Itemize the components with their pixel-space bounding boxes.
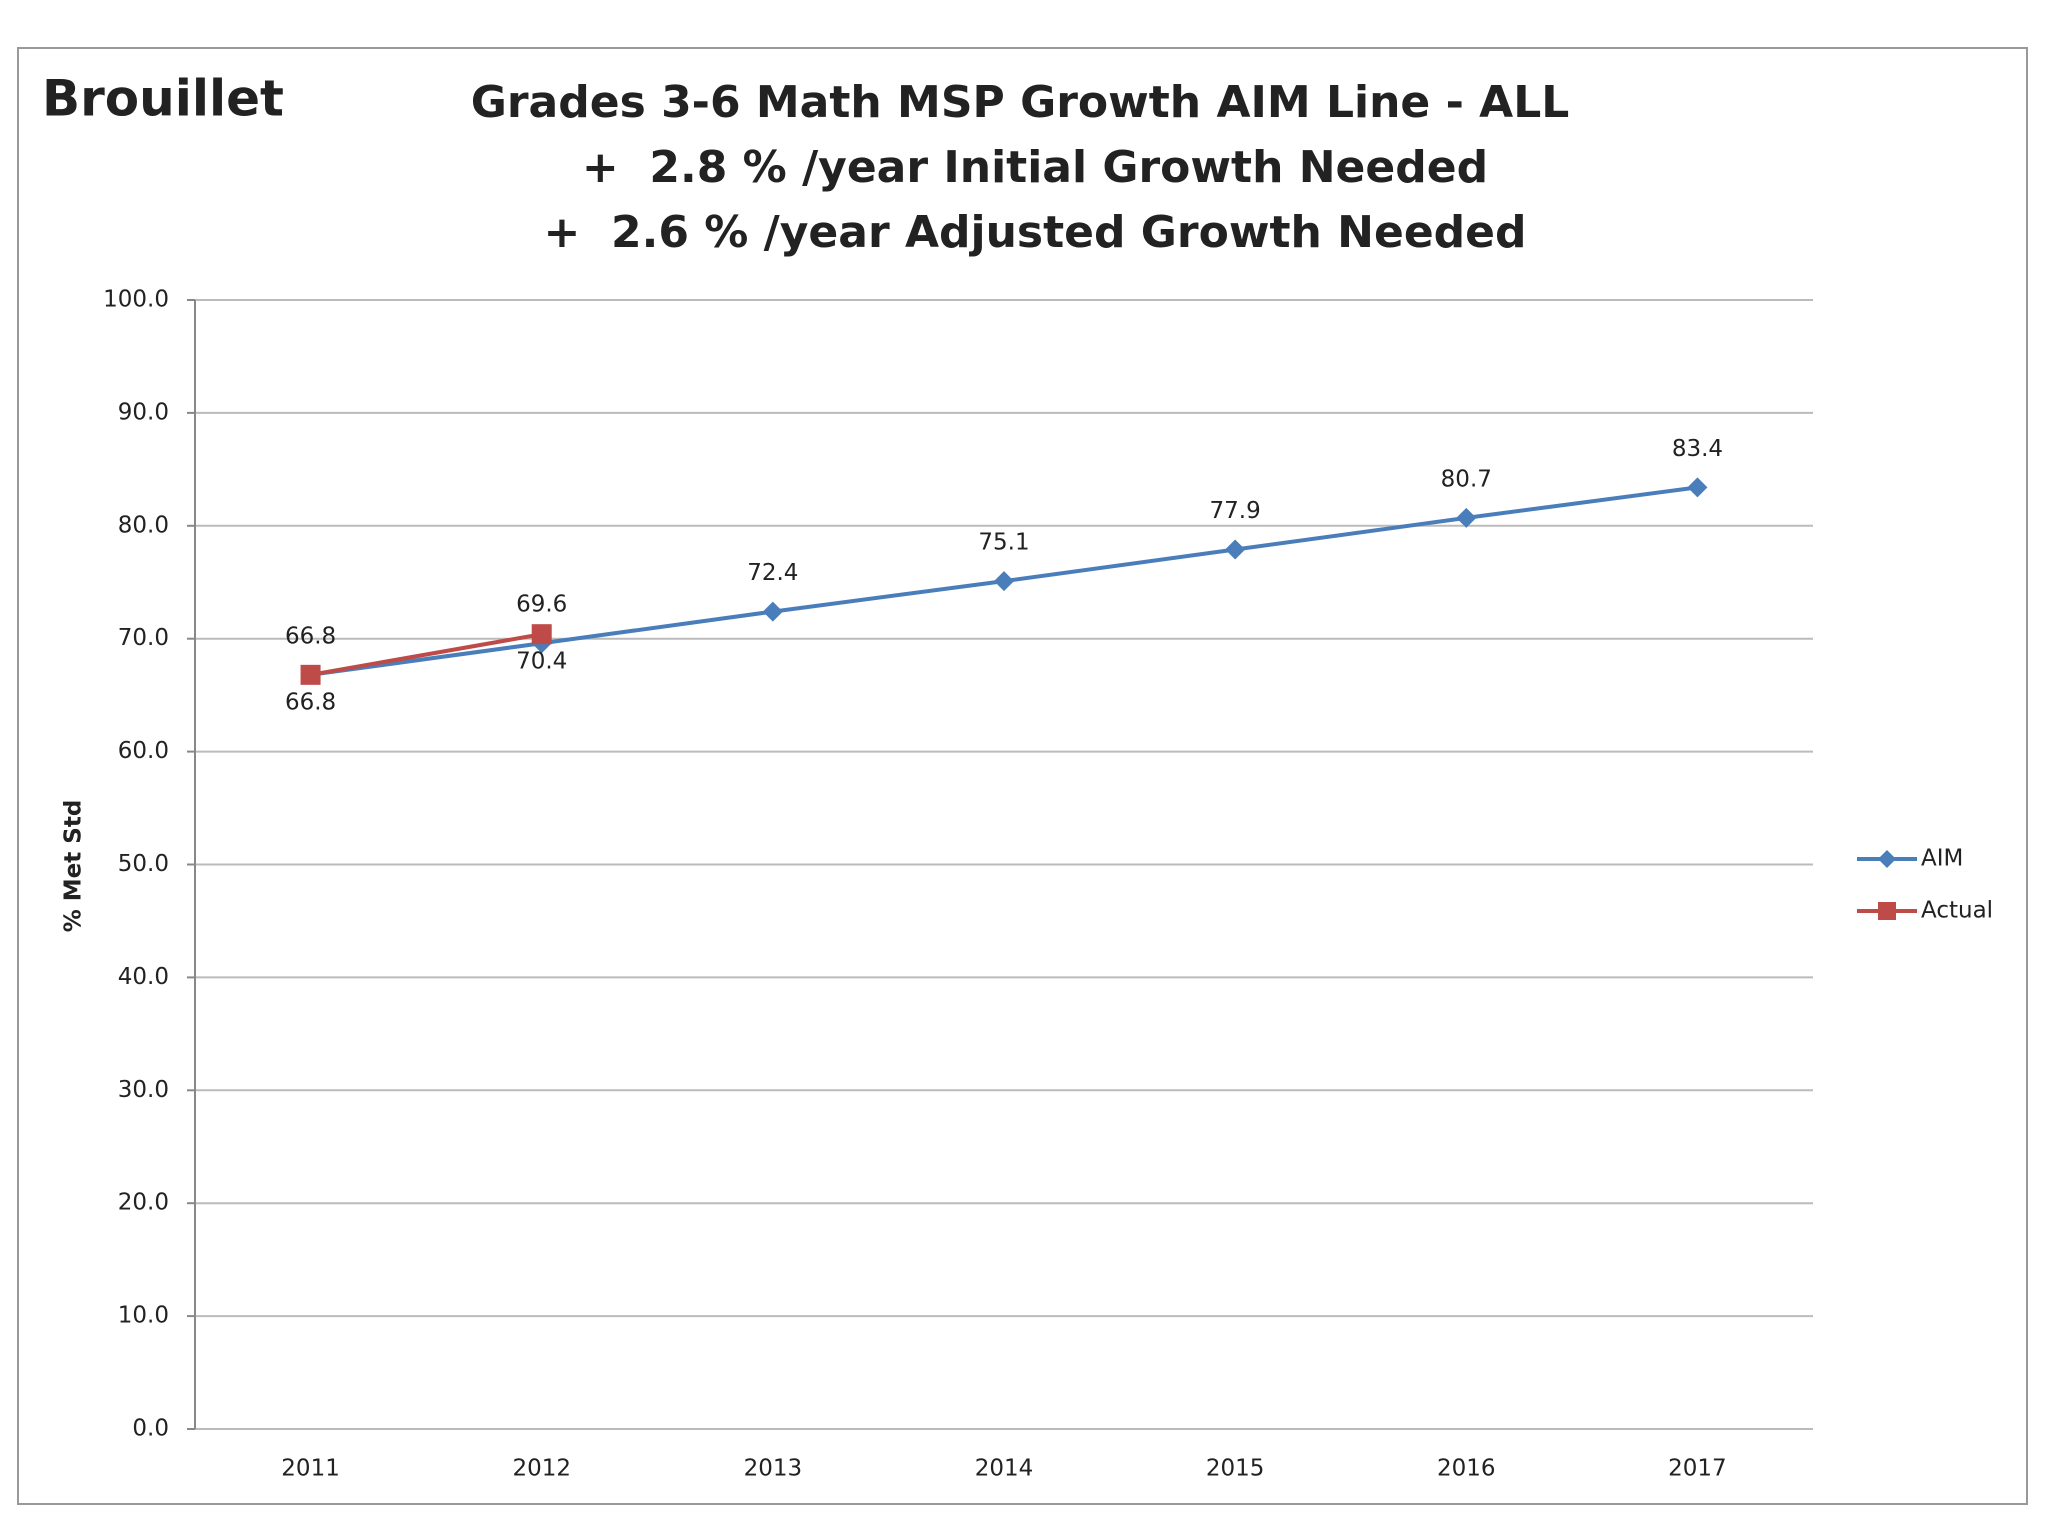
data-label: 72.4 bbox=[747, 560, 798, 586]
y-tick-label: 100.0 bbox=[103, 287, 169, 313]
data-label: 66.8 bbox=[285, 689, 336, 715]
x-tick-label: 2015 bbox=[1206, 1456, 1265, 1482]
y-tick-label: 60.0 bbox=[118, 738, 169, 764]
x-tick-label: 2013 bbox=[744, 1456, 803, 1482]
chart-subtitle: + 2.8 % /year Initial Growth Needed bbox=[582, 142, 1488, 193]
y-tick-label: 50.0 bbox=[118, 851, 169, 877]
y-tick-label: 10.0 bbox=[118, 1303, 169, 1329]
x-tick-label: 2016 bbox=[1437, 1456, 1496, 1482]
point-marker bbox=[1878, 902, 1896, 920]
point-marker bbox=[1225, 539, 1246, 560]
legend-label: AIM bbox=[1921, 846, 1963, 872]
y-tick-label: 20.0 bbox=[118, 1190, 169, 1216]
chart-subtitle: + 2.6 % /year Adjusted Growth Needed bbox=[543, 207, 1526, 258]
data-label: 66.8 bbox=[285, 623, 336, 649]
legend-label: Actual bbox=[1921, 898, 1993, 924]
point-marker bbox=[994, 571, 1014, 592]
x-tick-label: 2017 bbox=[1668, 1456, 1727, 1482]
data-label: 69.6 bbox=[516, 592, 567, 618]
y-axis-label: % Met Std bbox=[61, 800, 87, 933]
point-marker bbox=[1456, 507, 1477, 528]
point-marker bbox=[1687, 477, 1708, 498]
data-label: 75.1 bbox=[978, 530, 1029, 556]
y-tick-label: 80.0 bbox=[118, 512, 169, 538]
series-line bbox=[310, 632, 543, 677]
data-label: 83.4 bbox=[1672, 436, 1723, 462]
x-tick-label: 2014 bbox=[975, 1456, 1034, 1482]
y-tick-label: 40.0 bbox=[118, 964, 169, 990]
point-marker bbox=[531, 624, 552, 645]
corner-title: Brouillet bbox=[42, 70, 284, 128]
data-label: 70.4 bbox=[516, 649, 567, 675]
y-tick-label: 30.0 bbox=[118, 1077, 169, 1103]
chart-border bbox=[17, 47, 2028, 1505]
point-marker bbox=[762, 601, 783, 622]
chart-title: Grades 3-6 Math MSP Growth AIM Line - AL… bbox=[471, 77, 1570, 128]
data-label: 80.7 bbox=[1441, 466, 1492, 492]
data-label: 77.9 bbox=[1210, 498, 1261, 524]
y-tick-label: 70.0 bbox=[118, 625, 169, 651]
x-tick-label: 2012 bbox=[512, 1456, 571, 1482]
y-tick-label: 90.0 bbox=[118, 399, 169, 425]
point-marker bbox=[300, 664, 321, 685]
point-marker bbox=[1878, 850, 1896, 868]
y-tick-label: 0.0 bbox=[132, 1416, 169, 1442]
x-tick-label: 2011 bbox=[281, 1456, 340, 1482]
